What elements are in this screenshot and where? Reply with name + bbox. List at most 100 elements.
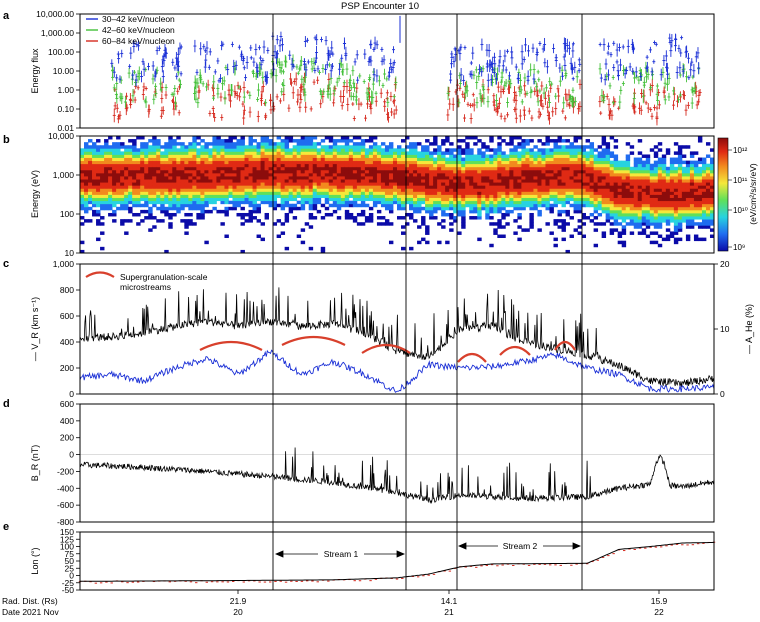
heatmap-cell <box>84 167 88 170</box>
heatmap-cell <box>301 228 305 231</box>
heatmap-cell <box>558 213 562 216</box>
heatmap-cell <box>465 195 469 198</box>
heatmap-cell <box>265 179 269 182</box>
heatmap-cell <box>421 151 425 154</box>
heatmap-cell <box>337 179 341 182</box>
heatmap-cell <box>140 161 144 164</box>
heatmap-cell <box>253 216 257 219</box>
heatmap-cell <box>373 167 377 170</box>
heatmap-cell <box>417 188 421 191</box>
heatmap-cell <box>409 191 413 194</box>
heatmap-cell <box>152 151 156 154</box>
heatmap-cell <box>337 198 341 201</box>
heatmap-cell <box>216 164 220 167</box>
heatmap-cell <box>200 195 204 198</box>
heatmap-cell <box>228 167 232 170</box>
heatmap-cell <box>570 235 574 238</box>
heatmap-cell <box>337 167 341 170</box>
heatmap-cell <box>80 216 84 219</box>
heatmap-cell <box>341 173 345 176</box>
heatmap-cell <box>204 210 208 213</box>
heatmap-cell <box>128 145 132 148</box>
heatmap-cell <box>377 195 381 198</box>
heatmap-cell <box>493 173 497 176</box>
heatmap-cell <box>184 173 188 176</box>
heatmap-cell <box>461 164 465 167</box>
heatmap-cell <box>606 195 610 198</box>
heatmap-cell <box>369 154 373 157</box>
heatmap-cell <box>537 173 541 176</box>
heatmap-cell <box>602 167 606 170</box>
heatmap-cell <box>325 154 329 157</box>
heatmap-cell <box>614 222 618 225</box>
heatmap-cell <box>449 195 453 198</box>
heatmap-cell <box>188 185 192 188</box>
heatmap-cell <box>393 198 397 201</box>
heatmap-cell <box>249 195 253 198</box>
heatmap-cell <box>473 142 477 145</box>
heatmap-cell <box>501 198 505 201</box>
heatmap-cell <box>373 170 377 173</box>
heatmap-cell <box>293 195 297 198</box>
heatmap-cell <box>124 185 128 188</box>
heatmap-cell <box>277 204 281 207</box>
heatmap-cell <box>333 170 337 173</box>
heatmap-cell <box>586 185 590 188</box>
heatmap-cell <box>485 198 489 201</box>
heatmap-cell <box>265 195 269 198</box>
heatmap-cell <box>184 182 188 185</box>
heatmap-cell <box>574 185 578 188</box>
heatmap-cell <box>128 158 132 161</box>
heatmap-cell <box>156 198 160 201</box>
heatmap-cell <box>116 191 120 194</box>
heatmap-cell <box>377 216 381 219</box>
heatmap-cell <box>124 164 128 167</box>
heatmap-cell <box>305 188 309 191</box>
heatmap-cell <box>293 179 297 182</box>
heatmap-cell <box>128 210 132 213</box>
heatmap-cell <box>305 142 309 145</box>
heatmap-cell <box>341 161 345 164</box>
heatmap-cell <box>172 182 176 185</box>
heatmap-cell <box>397 145 401 148</box>
heatmap-cell <box>594 173 598 176</box>
heatmap-cell <box>204 179 208 182</box>
heatmap-cell <box>257 176 261 179</box>
heatmap-cell <box>321 216 325 219</box>
heatmap-cell <box>606 188 610 191</box>
heatmap-cell <box>541 148 545 151</box>
heatmap-cell <box>188 213 192 216</box>
heatmap-cell <box>188 207 192 210</box>
heatmap-cell <box>261 173 265 176</box>
heatmap-cell <box>465 173 469 176</box>
heatmap-cell <box>473 185 477 188</box>
heatmap-cell <box>148 210 152 213</box>
heatmap-cell <box>602 176 606 179</box>
heatmap-cell <box>570 173 574 176</box>
heatmap-cell <box>566 185 570 188</box>
heatmap-cell <box>329 213 333 216</box>
heatmap-cell <box>586 158 590 161</box>
heatmap-cell <box>481 154 485 157</box>
heatmap-cell <box>545 136 549 139</box>
heatmap-cell <box>96 219 100 222</box>
heatmap-cell <box>236 213 240 216</box>
heatmap-cell <box>289 182 293 185</box>
heatmap-cell <box>108 158 112 161</box>
heatmap-cell <box>200 188 204 191</box>
heatmap-cell <box>148 170 152 173</box>
heatmap-cell <box>293 139 297 142</box>
heatmap-cell <box>606 167 610 170</box>
heatmap-cell <box>393 201 397 204</box>
heatmap-cell <box>80 176 84 179</box>
heatmap-cell <box>566 195 570 198</box>
heatmap-cell <box>208 176 212 179</box>
heatmap-cell <box>541 164 545 167</box>
heatmap-cell <box>132 145 136 148</box>
heatmap-cell <box>606 216 610 219</box>
heatmap-cell <box>224 148 228 151</box>
heatmap-cell <box>594 244 598 247</box>
heatmap-cell <box>381 173 385 176</box>
heatmap-cell <box>92 185 96 188</box>
